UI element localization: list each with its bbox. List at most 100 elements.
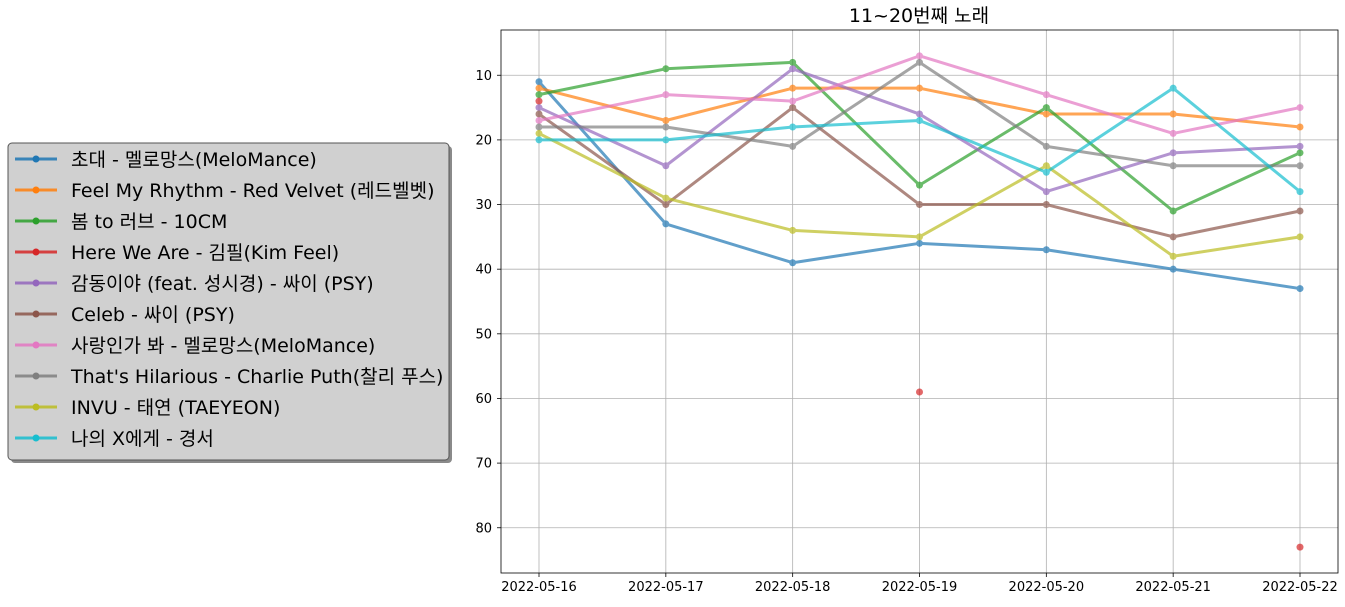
legend: 초대 - 멜로망스(MeloMance) Feel My Rhythm - Red… — [7, 142, 452, 463]
data-point — [789, 226, 797, 234]
data-point — [662, 123, 670, 131]
legend-swatch-marker — [32, 372, 40, 380]
series-8 — [535, 58, 1304, 170]
data-point — [1042, 162, 1050, 170]
y-tick-label: 70 — [475, 457, 492, 472]
data-point — [662, 136, 670, 144]
legend-entry: INVU - 태연 (TAEYEON) — [15, 397, 280, 419]
data-point — [535, 136, 543, 144]
y-tick-label: 80 — [475, 521, 492, 536]
data-point — [789, 259, 797, 267]
data-point — [1169, 84, 1177, 92]
data-point — [1169, 252, 1177, 260]
data-point — [789, 142, 797, 150]
legend-label: That's Hilarious - Charlie Puth(찰리 푸스) — [70, 366, 443, 388]
data-point — [916, 239, 923, 247]
data-point — [1042, 110, 1050, 118]
data-point — [1169, 110, 1177, 118]
legend-box — [7, 142, 450, 461]
legend-entry: 감동이야 (feat. 성시경) - 싸이 (PSY) — [15, 273, 374, 295]
data-point — [916, 110, 923, 118]
legend-swatch-marker — [32, 403, 40, 411]
series-7 — [535, 52, 1304, 137]
data-point — [1042, 168, 1050, 176]
axes-frame — [500, 29, 1339, 574]
data-point — [662, 162, 670, 170]
series-3 — [535, 58, 1304, 215]
data-point — [1169, 233, 1177, 241]
data-point — [916, 201, 923, 209]
x-tick-label: 2022-05-18 — [755, 580, 831, 595]
x-tick-label: 2022-05-21 — [1135, 580, 1211, 595]
data-point — [662, 220, 670, 228]
data-point — [789, 65, 797, 73]
series-2 — [535, 84, 1304, 131]
legend-entry: 봄 to 러브 - 10CM — [15, 211, 227, 233]
data-point — [1296, 162, 1304, 170]
legend-label: Celeb - 싸이 (PSY) — [71, 304, 235, 326]
data-point — [1042, 142, 1050, 150]
data-point — [1296, 149, 1304, 157]
x-tick-label: 2022-05-19 — [882, 580, 958, 595]
legend-entry: Feel My Rhythm - Red Velvet (레드벨벳) — [15, 180, 434, 202]
data-point — [1042, 201, 1050, 209]
y-tick-label: 30 — [475, 198, 492, 213]
data-point — [916, 388, 923, 396]
data-point — [662, 201, 670, 209]
data-point — [535, 78, 543, 86]
data-point — [789, 104, 797, 112]
data-point — [916, 52, 923, 60]
data-point — [535, 129, 543, 137]
x-tick-label: 2022-05-22 — [1262, 580, 1338, 595]
data-point — [535, 110, 543, 118]
data-point — [1042, 91, 1050, 99]
legend-swatch-marker — [32, 341, 40, 349]
legend-swatch-marker — [32, 186, 40, 194]
data-point — [1296, 207, 1304, 215]
data-point — [1296, 188, 1304, 196]
data-point — [916, 181, 923, 189]
series-1 — [535, 78, 1304, 293]
data-point — [1169, 149, 1177, 157]
data-point — [1042, 246, 1050, 254]
data-point — [916, 84, 923, 92]
x-tick-label: 2022-05-20 — [1009, 580, 1085, 595]
legend-swatch-marker — [32, 248, 40, 256]
data-point — [662, 194, 670, 202]
x-tick-label: 2022-05-16 — [501, 580, 577, 595]
legend-swatch-marker — [32, 279, 40, 287]
legend-swatch-marker — [32, 434, 40, 442]
data-point — [789, 123, 797, 131]
legend-entry: 나의 X에게 - 경서 — [15, 428, 214, 450]
legend-entry: 사랑인가 봐 - 멜로망스(MeloMance) — [15, 335, 375, 357]
y-tick-label: 10 — [475, 69, 492, 84]
data-point — [789, 58, 797, 66]
legend-swatch-marker — [32, 310, 40, 318]
legend-label: 사랑인가 봐 - 멜로망스(MeloMance) — [71, 335, 375, 357]
data-point — [535, 91, 543, 99]
series-9 — [535, 129, 1304, 260]
y-tick-label: 20 — [475, 133, 492, 148]
legend-label: 나의 X에게 - 경서 — [71, 428, 214, 450]
legend-label: Here We Are - 김필(Kim Feel) — [71, 242, 339, 264]
y-tick-label: 60 — [475, 392, 492, 407]
legend-label: 봄 to 러브 - 10CM — [71, 211, 227, 233]
legend-label: 감동이야 (feat. 성시경) - 싸이 (PSY) — [71, 273, 374, 295]
legend-label: INVU - 태연 (TAEYEON) — [71, 397, 280, 419]
data-point — [1169, 162, 1177, 170]
legend-label: 초대 - 멜로망스(MeloMance) — [71, 149, 317, 171]
legend-label: Feel My Rhythm - Red Velvet (레드벨벳) — [71, 180, 434, 202]
data-point — [1296, 104, 1304, 112]
data-point — [789, 84, 797, 92]
legend-entry: 초대 - 멜로망스(MeloMance) — [15, 149, 317, 171]
data-point — [916, 117, 923, 124]
data-point — [662, 91, 670, 99]
legend-swatch-marker — [32, 217, 40, 225]
data-point — [1296, 285, 1304, 293]
data-point — [535, 84, 543, 92]
data-point — [1169, 207, 1177, 215]
data-point — [1169, 265, 1177, 273]
data-point — [1042, 188, 1050, 196]
legend-swatch-marker — [32, 155, 40, 163]
